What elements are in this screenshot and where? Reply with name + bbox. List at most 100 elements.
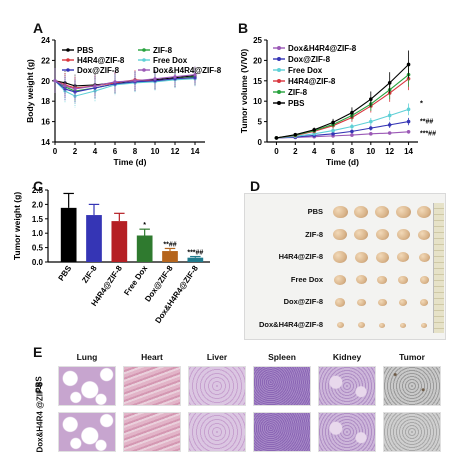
y-axis-label: Tumor weight (g) [12,192,22,260]
x-tick-label: Free Dox [122,264,149,298]
data-point [53,79,57,83]
legend-label: H4R4@ZIF-8 [288,77,336,86]
data-point [406,119,411,124]
significance-label: **## [420,119,433,126]
panel-letter-b: B [238,20,249,36]
bar [111,221,128,262]
legend-label: PBS [77,46,94,55]
histology-image [383,366,441,406]
x-tick-label: 0 [53,147,58,156]
histology-image [188,412,246,452]
y-tick-label: 1.0 [32,229,44,238]
panel-letter-c: C [33,178,44,194]
data-point [387,131,392,135]
y-tick-label: 5 [258,118,263,127]
photo-row-label: PBS [307,207,323,216]
tumor-sample [334,274,346,285]
histology-image [318,366,376,406]
significance-label: ***## [187,250,203,257]
y-axis-label: Body weight (g) [25,59,35,123]
histology-column-kidney: Kidney [332,352,362,362]
data-point [387,81,392,85]
tumor-sample [417,206,431,218]
legend-label: H4R4@ZIF-8 [77,56,125,65]
y-tick-label: 22 [41,56,50,65]
histology-column-tumor: Tumor [399,352,425,362]
x-tick-label: 10 [151,147,160,156]
legend-marker [142,58,146,62]
tumor-sample [335,298,345,307]
y-tick-label: 16 [41,118,50,127]
tumor-sample [400,322,406,328]
legend-marker [277,101,281,105]
tumor-sample [379,322,385,328]
data-point [113,80,117,84]
histology-image [123,412,181,452]
y-tick-label: 2.0 [32,200,44,209]
y-tick-label: 0.5 [32,244,44,253]
legend-label: ZIF-8 [153,46,173,55]
data-point [387,113,392,118]
bar [162,251,178,262]
y-tick-label: 14 [41,138,50,147]
significance-label: ***## [420,131,436,138]
tumor-sample [377,275,387,284]
tumor-sample [354,206,368,218]
x-tick-label: 10 [366,147,375,156]
tumor-sample [418,229,430,240]
histology-image [383,412,441,452]
data-point [406,62,411,67]
data-point [153,77,157,81]
histology-column-liver: Liver [206,352,228,362]
histology-image [318,412,376,452]
legend-marker [277,90,281,94]
tumor-sample [356,298,366,307]
legend-label: Dox&H4R4@ZIF-8 [288,44,357,53]
histology-column-spleen: Spleen [268,352,296,362]
data-point [133,79,137,83]
legend-label: Free Dox [288,66,323,75]
legend-marker [66,58,70,62]
data-point [331,132,335,136]
y-tick-label: 2.5 [32,186,44,195]
data-point [406,107,411,112]
tumor-sample [397,252,409,263]
bar [60,207,77,262]
photo-row-label: H4R4@ZIF-8 [278,252,323,261]
significance-label: **## [163,241,176,248]
legend-label: Dox@ZIF-8 [288,55,331,64]
tumor-sample [354,228,368,241]
legend-marker [277,57,281,61]
x-tick-label: 12 [171,147,180,156]
x-tick-label: 14 [404,147,413,156]
data-point [73,87,77,91]
y-tick-label: 18 [41,97,50,106]
significance-label: * [420,98,423,107]
series-line [276,64,409,139]
bar [136,235,153,262]
significance-label: * [143,222,146,229]
legend-marker [66,68,70,72]
photo-row-label: Free Dox [290,274,323,284]
data-point [93,84,97,88]
histology-image [253,412,311,452]
tumor-sample [419,276,429,284]
y-tick-label: 15 [253,77,262,86]
y-tick-label: 0 [258,138,263,147]
x-tick-label: 0 [274,147,279,156]
panel-letter-d: D [250,178,261,194]
tumor-photo [244,193,446,340]
tumor-sample [418,252,430,262]
data-point [293,132,298,137]
x-tick-label: 6 [331,147,336,156]
y-tick-label: 20 [41,77,50,86]
bar [86,215,102,262]
photo-row-label: ZIF-8 [305,229,323,239]
tumor-sample [357,322,365,328]
histology-image [58,366,116,406]
legend-marker [66,48,70,52]
histology-image [58,412,116,452]
photo-row-label: Dox@ZIF-8 [283,297,323,306]
data-point [193,73,197,77]
